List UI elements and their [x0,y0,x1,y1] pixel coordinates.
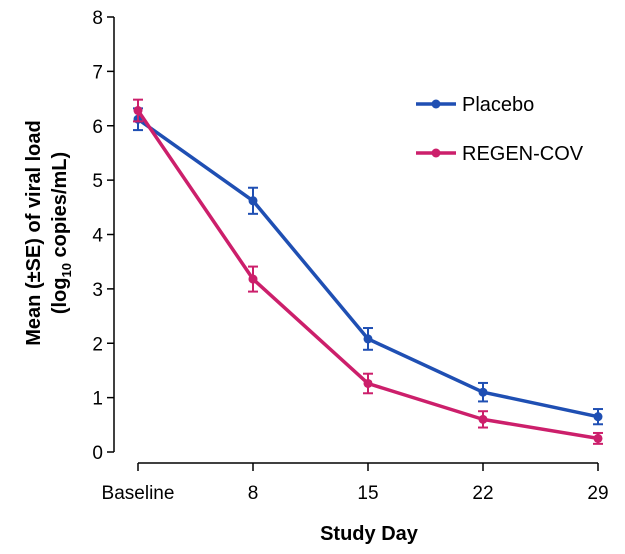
x-axis-title: Study Day [320,523,419,545]
x-tick-label: 8 [248,483,259,504]
series-regen-cov [133,98,603,445]
y-axis-title-suffix: copies/mL) [49,152,71,263]
legend: Placebo REGEN-COV [416,94,584,165]
x-tick-label: 29 [587,483,608,504]
y-tick-label: 5 [92,171,103,192]
y-axis-title-prefix: (log [49,277,71,314]
data-point [593,412,603,422]
x-tick-label: Baseline [102,483,175,504]
data-point [133,106,143,116]
x-tick-label: 15 [357,483,378,504]
legend-label: REGEN-COV [462,143,584,165]
y-axis-title-subscript: 10 [59,263,74,277]
data-point [478,414,488,424]
y-tick-label: 7 [92,62,103,83]
y-tick-label: 3 [92,280,103,301]
data-point [248,196,258,206]
y-axis-title-line1: Mean (±SE) of viral load [23,120,45,345]
y-tick-label: 6 [92,117,103,138]
y-tick-label: 4 [92,226,103,247]
y-tick-label: 0 [92,443,103,464]
axes: 0 1 2 3 4 5 6 7 8 Baseline 8 15 22 29 [92,8,608,504]
y-axis-title-line2: (log10 copies/mL) [49,152,74,314]
data-point [363,378,373,388]
legend-swatch-marker [431,99,441,109]
legend-swatch-marker [431,148,441,158]
data-point [593,433,603,443]
data-point [248,274,258,284]
y-tick-label: 2 [92,334,103,355]
y-tick-label: 1 [92,389,103,410]
y-tick-label: 8 [92,8,103,29]
x-tick-label: 22 [472,483,493,504]
legend-label: Placebo [462,94,534,116]
y-axis-title: Mean (±SE) of viral load (log10 copies/m… [23,120,74,345]
data-point [478,387,488,397]
series-layer [133,98,603,445]
data-point [363,334,373,344]
